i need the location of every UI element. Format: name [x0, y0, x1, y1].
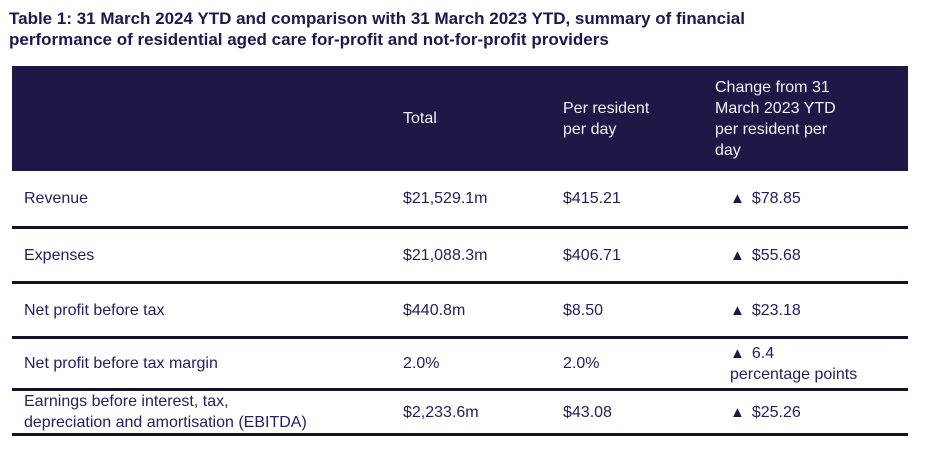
increase-arrow-icon: ▲ [730, 301, 745, 319]
per-resident-per-day-value: $43.08 [563, 403, 612, 421]
table-row-net-profit-before-tax-margin: Net profit before tax margin 2.0% 2.0% ▲… [12, 339, 908, 391]
total-value: $21,088.3m [403, 246, 488, 264]
change-value: ▲ $55.68 [715, 245, 908, 266]
financial-summary-table: Total Per resident per day Change from 3… [12, 66, 908, 436]
column-header-total: Total [403, 110, 437, 127]
total-value: 2.0% [403, 355, 440, 372]
column-header-change: Change from 31 March 2023 YTD per reside… [715, 78, 836, 159]
increase-arrow-icon: ▲ [730, 246, 745, 264]
table-title: Table 1: 31 March 2024 YTD and compariso… [9, 9, 745, 49]
table-row-revenue: Revenue $21,529.1m $415.21 ▲ $78.85 [12, 171, 908, 229]
total-value: $21,529.1m [403, 190, 488, 207]
change-amount: $25.26 [751, 403, 801, 421]
row-label: Revenue [24, 190, 89, 207]
table-header-row: Total Per resident per day Change from 3… [12, 66, 908, 171]
per-resident-per-day-value: $406.71 [563, 246, 621, 264]
change-amount: 6.4 percentage points [730, 344, 858, 383]
increase-arrow-icon: ▲ [730, 403, 745, 421]
change-amount: $78.85 [751, 190, 801, 207]
table-row-ebitda: Earnings before interest, tax, depreciat… [12, 391, 908, 436]
change-amount: $23.18 [751, 301, 801, 319]
row-label: Earnings before interest, tax, depreciat… [24, 393, 307, 431]
increase-arrow-icon: ▲ [730, 190, 745, 207]
column-header-per-resident-per-day: Per resident per day [563, 99, 650, 138]
increase-arrow-icon: ▲ [730, 344, 745, 362]
row-label: Expenses [24, 246, 95, 264]
total-value: $2,233.6m [403, 403, 479, 421]
change-value: ▲ $23.18 [715, 300, 908, 321]
change-value: ▲ $78.85 [715, 188, 908, 209]
row-label: Net profit before tax [24, 301, 165, 319]
per-resident-per-day-value: $8.50 [563, 301, 604, 319]
per-resident-per-day-value: 2.0% [563, 355, 600, 372]
change-amount: $55.68 [751, 246, 801, 264]
table-row-expenses: Expenses $21,088.3m $406.71 ▲ $55.68 [12, 229, 908, 284]
per-resident-per-day-value: $415.21 [563, 190, 621, 207]
change-value: ▲ 6.4 percentage points [715, 343, 908, 385]
table-row-net-profit-before-tax: Net profit before tax $440.8m $8.50 ▲ $23… [12, 284, 908, 339]
row-label: Net profit before tax margin [24, 355, 218, 372]
column-header-metric [12, 66, 403, 171]
change-value: ▲ $25.26 [715, 402, 908, 423]
total-value: $440.8m [403, 301, 466, 319]
